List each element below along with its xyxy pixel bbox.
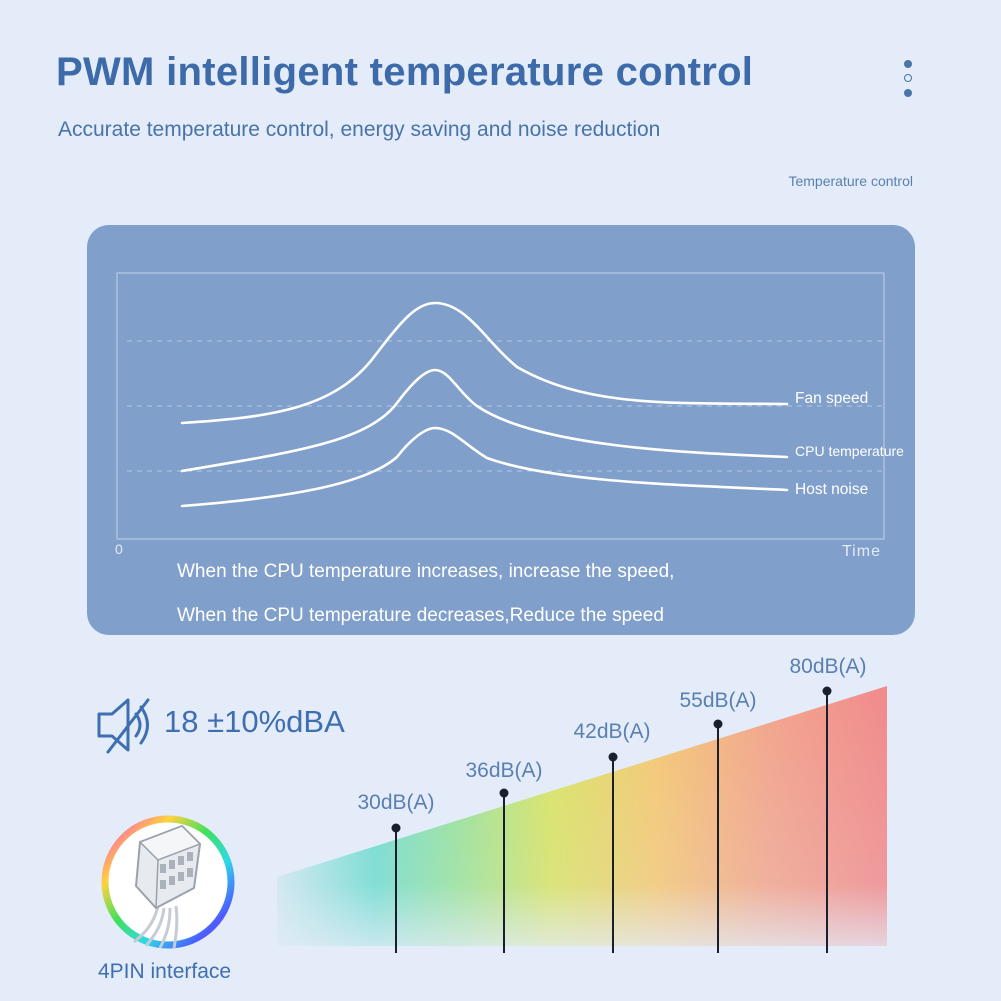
page-title: PWM intelligent temperature control	[56, 50, 754, 94]
db-label-42: 42dB(A)	[573, 720, 651, 743]
4pin-connector-icon	[101, 815, 235, 949]
speaker-muted-icon	[97, 698, 150, 754]
vertical-dots-icon[interactable]	[900, 60, 918, 104]
db-label-36: 36dB(A)	[465, 759, 543, 782]
series-line-cpu-temperature	[180, 368, 789, 473]
db-label-55: 55dB(A)	[679, 689, 757, 712]
legend-cpu-temperature: CPU temperature	[795, 443, 904, 459]
x-axis-origin-label: 0	[115, 541, 123, 557]
page-subtitle: Accurate temperature control, energy sav…	[58, 118, 661, 141]
db-label-30: 30dB(A)	[357, 791, 435, 814]
note-increase: When the CPU temperature increases, incr…	[177, 561, 675, 582]
series-line-fan-speed	[180, 301, 789, 425]
temperature-control-label: Temperature control	[788, 173, 913, 189]
note-decrease: When the CPU temperature decreases,Reduc…	[177, 605, 664, 626]
chart-frame	[116, 272, 885, 540]
temperature-chart	[116, 272, 885, 540]
legend-host-noise: Host noise	[795, 481, 869, 498]
interface-label: 4PIN interface	[98, 960, 232, 983]
legend-fan-speed: Fan speed	[795, 390, 869, 407]
temperature-chart-panel: Fan speed CPU temperature Host noise 0 T…	[87, 225, 915, 635]
db-label-80: 80dB(A)	[789, 655, 867, 678]
series-line-host-noise	[180, 426, 789, 508]
noise-level-value: 18 ±10%dBA	[164, 704, 345, 739]
x-axis-label: Time	[842, 543, 881, 560]
